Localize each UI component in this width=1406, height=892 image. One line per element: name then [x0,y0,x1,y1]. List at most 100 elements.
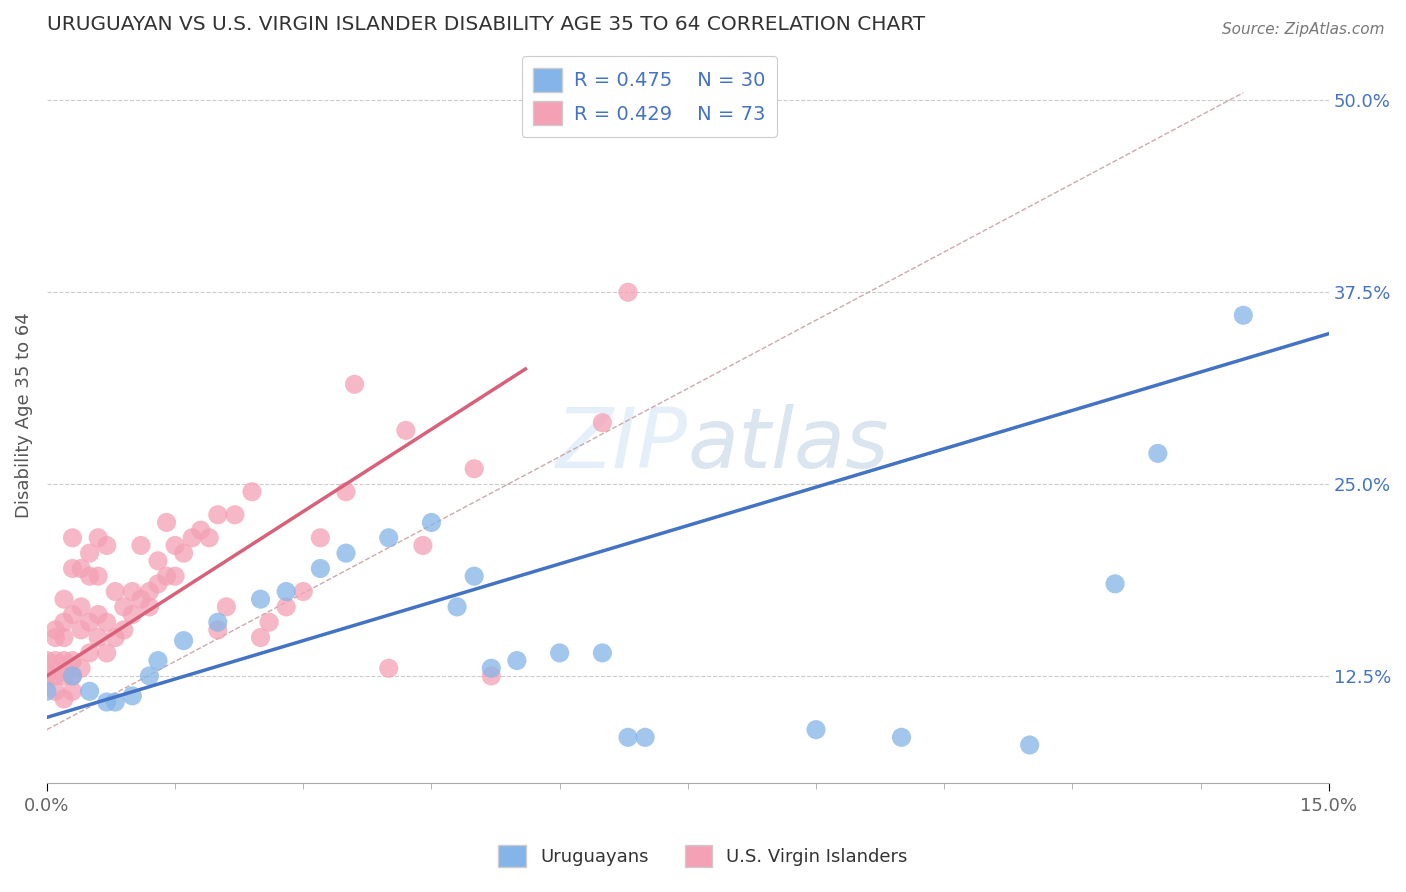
Point [112,599,135,614]
Text: ZIP: ZIP [555,404,688,485]
Point [96,615,118,630]
Point [890,731,912,745]
Point [62,654,84,668]
Point [104,695,127,709]
Point [96,646,118,660]
Text: Source: ZipAtlas.com: Source: ZipAtlas.com [1222,22,1385,37]
Point [79,615,101,630]
Point [87,631,110,645]
Point [198,531,221,545]
Point [53,692,76,706]
Point [44,654,66,668]
Point [79,546,101,560]
Text: atlas: atlas [688,404,890,485]
Point [395,423,418,437]
Point [104,631,127,645]
Point [335,484,357,499]
Point [44,623,66,637]
Point [292,584,315,599]
Legend: Uruguayans, U.S. Virgin Islanders: Uruguayans, U.S. Virgin Islanders [491,838,915,874]
Point [335,546,357,560]
Point [412,539,434,553]
Point [62,684,84,698]
Point [173,633,195,648]
Point [479,661,502,675]
Point [224,508,246,522]
Point [257,615,280,630]
Point [44,684,66,698]
Point [53,592,76,607]
Text: URUGUAYAN VS U.S. VIRGIN ISLANDER DISABILITY AGE 35 TO 64 CORRELATION CHART: URUGUAYAN VS U.S. VIRGIN ISLANDER DISABI… [46,15,925,34]
Point [35,669,58,683]
Point [44,631,66,645]
Point [1104,577,1126,591]
Point [87,607,110,622]
Point [79,646,101,660]
Point [79,569,101,583]
Point [53,615,76,630]
Point [155,516,177,530]
Point [138,669,160,683]
Point [804,723,827,737]
Point [129,592,152,607]
Point [215,599,238,614]
Point [104,584,127,599]
Point [276,584,298,599]
Point [62,669,84,683]
Point [70,599,93,614]
Point [309,531,332,545]
Point [309,561,332,575]
Point [1232,308,1254,322]
Point [70,661,93,675]
Point [121,584,143,599]
Point [155,569,177,583]
Point [190,523,212,537]
Point [35,684,58,698]
Point [249,592,271,607]
Point [129,539,152,553]
Point [207,615,229,630]
Point [207,623,229,637]
Point [165,569,187,583]
Point [617,731,640,745]
Point [53,669,76,683]
Point [87,531,110,545]
Point [62,531,84,545]
Point [181,531,204,545]
Point [79,684,101,698]
Point [70,623,93,637]
Y-axis label: Disability Age 35 to 64: Disability Age 35 to 64 [15,312,32,518]
Point [591,416,613,430]
Point [276,599,298,614]
Point [634,731,657,745]
Point [146,654,169,668]
Point [146,577,169,591]
Point [53,631,76,645]
Point [146,554,169,568]
Point [479,669,502,683]
Point [96,695,118,709]
Point [62,607,84,622]
Point [591,646,613,660]
Point [506,654,529,668]
Point [121,607,143,622]
Point [70,561,93,575]
Point [207,508,229,522]
Point [173,546,195,560]
Point [446,599,468,614]
Point [138,599,160,614]
Point [249,631,271,645]
Point [548,646,571,660]
Point [617,285,640,300]
Point [165,539,187,553]
Point [463,461,485,475]
Point [96,539,118,553]
Point [53,654,76,668]
Point [343,377,366,392]
Point [87,569,110,583]
Point [62,561,84,575]
Point [1147,446,1170,460]
Point [138,584,160,599]
Point [121,689,143,703]
Legend: R = 0.475    N = 30, R = 0.429    N = 73: R = 0.475 N = 30, R = 0.429 N = 73 [522,56,778,136]
